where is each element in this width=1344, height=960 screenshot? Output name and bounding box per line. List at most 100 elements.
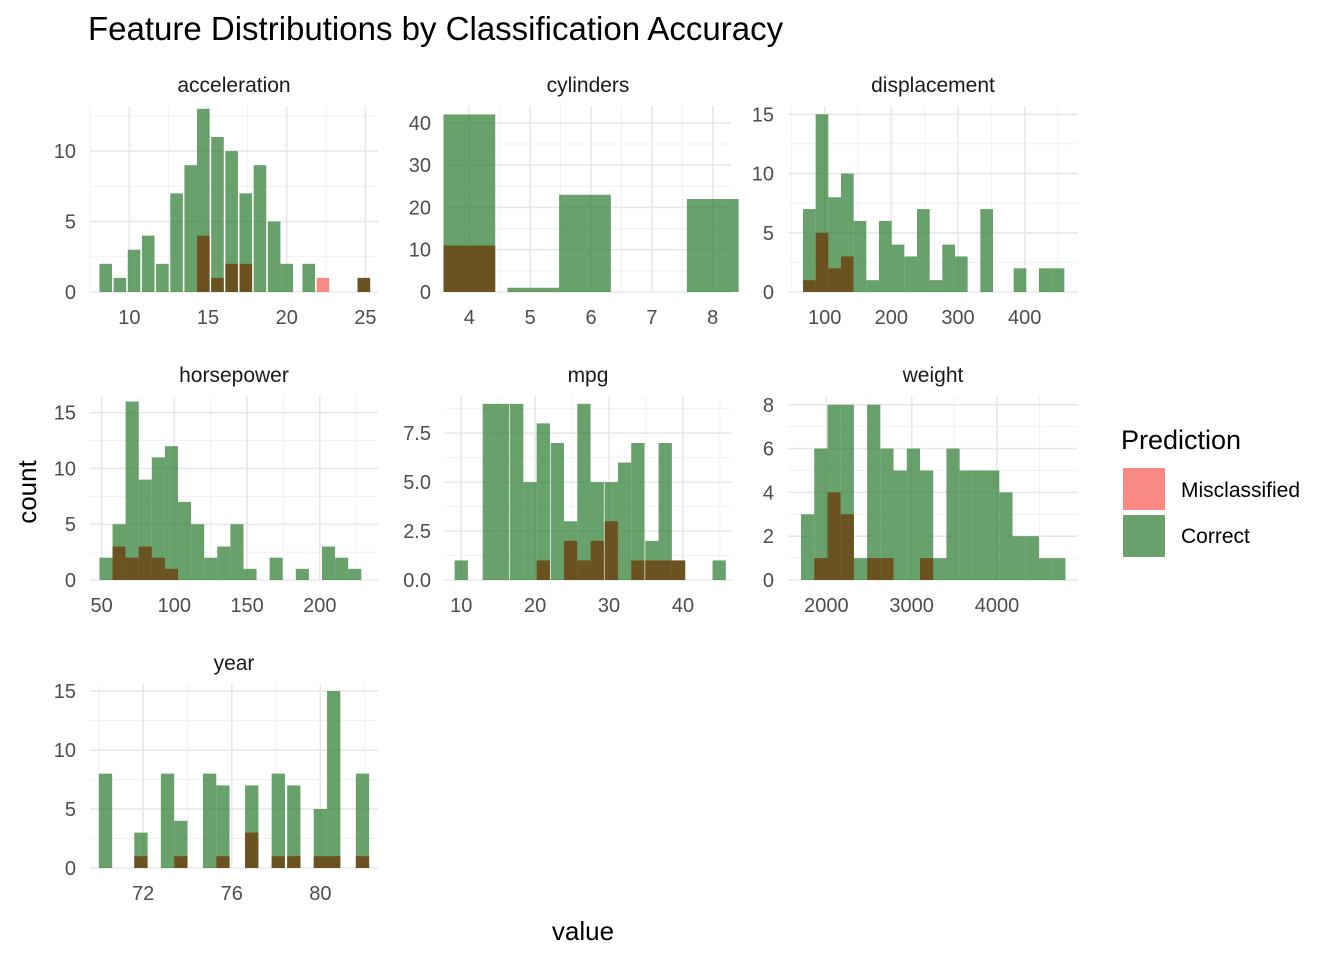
- bar-correct: [495, 403, 510, 580]
- bar-misclassified: [443, 245, 496, 292]
- bar-misclassified: [313, 856, 328, 868]
- bar-correct: [577, 403, 591, 580]
- bar-correct: [127, 249, 141, 292]
- y-tick-label: 10: [54, 740, 76, 762]
- panel-weight: weight 2000 3000 4000 0 2 4 6 8: [763, 364, 1078, 617]
- bar-misclassified: [671, 560, 686, 580]
- legend: Prediction Misclassified Correct: [1121, 425, 1300, 557]
- y-tick-label: 15: [54, 681, 76, 703]
- bar-correct: [253, 165, 267, 292]
- bar-correct: [454, 560, 468, 580]
- facet-label-weight: weight: [902, 364, 964, 387]
- bar-misclassified: [355, 856, 370, 868]
- bar-correct: [335, 557, 349, 580]
- bar-misclassified: [225, 263, 238, 292]
- bar-correct: [891, 244, 905, 292]
- y-tick-label: 4: [763, 482, 774, 504]
- bar-misclassified: [841, 256, 854, 292]
- bar-correct: [156, 263, 169, 292]
- bar-correct: [866, 280, 879, 292]
- x-tick-label: 30: [598, 595, 620, 617]
- bar-correct: [712, 560, 726, 580]
- bar-misclassified: [645, 560, 659, 580]
- bar-correct: [880, 448, 894, 580]
- bar-misclassified: [151, 557, 165, 580]
- bar-misclassified: [316, 277, 330, 292]
- x-tick-label: 40: [672, 595, 694, 617]
- bar-misclassified: [134, 856, 148, 868]
- x-tick-label: 6: [585, 307, 596, 329]
- bar-correct: [559, 194, 611, 292]
- legend-label-correct: Correct: [1181, 525, 1250, 548]
- panel-acceleration: acceleration 10 15 20 25 0 5 10: [54, 74, 378, 329]
- x-tick-label: 4000: [975, 595, 1020, 617]
- panel-mpg: mpg 10 20 30 40 0.0 2.5 5.0 7.5: [403, 364, 731, 617]
- bar-correct: [348, 568, 362, 580]
- bar-correct: [814, 448, 828, 580]
- bar-misclassified: [919, 558, 934, 580]
- bar-misclassified: [287, 856, 301, 868]
- x-tick-label: 400: [1008, 307, 1041, 329]
- x-tick-label: 150: [230, 595, 263, 617]
- x-tick-label: 5: [525, 307, 536, 329]
- bar-correct: [355, 773, 370, 868]
- y-tick-label: 6: [763, 439, 774, 461]
- y-tick-label: 8: [763, 395, 774, 417]
- y-tick-label: 5: [65, 514, 76, 536]
- y-tick-label: 40: [409, 113, 431, 135]
- y-tick-label: 5: [65, 799, 76, 821]
- x-tick-label: 10: [118, 307, 140, 329]
- bar-correct: [510, 403, 524, 580]
- bar-correct: [243, 568, 257, 580]
- x-tick-label: 4: [464, 307, 475, 329]
- bar-misclassified: [216, 856, 230, 868]
- x-tick-label: 3000: [889, 595, 934, 617]
- bar-correct: [98, 773, 113, 868]
- y-tick-label: 7.5: [403, 423, 431, 445]
- bar-misclassified: [239, 263, 253, 292]
- panel-year: year 72 76 80 0 5 10 15: [54, 652, 378, 905]
- bar-misclassified: [827, 492, 841, 580]
- facet-label-displacement: displacement: [871, 74, 995, 97]
- x-axis-title: value: [552, 916, 614, 946]
- bar-misclassified: [211, 277, 224, 292]
- bar-correct: [1039, 268, 1052, 292]
- bar-misclassified: [815, 232, 829, 292]
- y-tick-label: 0.0: [403, 570, 431, 592]
- facet-label-horsepower: horsepower: [179, 364, 289, 387]
- x-tick-label: 72: [132, 883, 154, 905]
- y-tick-label: 0: [65, 570, 76, 592]
- y-tick-label: 5: [763, 223, 774, 245]
- bar-misclassified: [197, 235, 210, 292]
- bar-correct: [267, 221, 281, 292]
- facet-label-acceleration: acceleration: [177, 74, 290, 97]
- bar-correct: [1025, 536, 1039, 580]
- bar-misclassified: [125, 557, 139, 580]
- y-tick-label: 5: [65, 212, 76, 234]
- x-tick-label: 20: [524, 595, 546, 617]
- bar-correct: [216, 785, 230, 868]
- bar-correct: [99, 263, 113, 292]
- bar-correct: [295, 568, 309, 580]
- bar-misclassified: [357, 277, 371, 292]
- bar-correct: [686, 199, 739, 292]
- y-tick-label: 10: [54, 458, 76, 480]
- y-tick-label: 0: [65, 282, 76, 304]
- bar-correct: [280, 263, 294, 292]
- bar-misclassified: [604, 521, 618, 580]
- bar-correct: [853, 558, 868, 580]
- bar-correct: [536, 423, 550, 580]
- y-tick-label: 10: [54, 141, 76, 163]
- bar-misclassified: [164, 568, 178, 580]
- bar-correct: [230, 524, 244, 580]
- bar-correct: [955, 256, 968, 292]
- bar-correct: [946, 448, 960, 580]
- y-tick-label: 30: [409, 155, 431, 177]
- bar-correct: [879, 220, 892, 292]
- legend-key-correct: [1123, 515, 1165, 557]
- bar-correct: [1013, 268, 1027, 292]
- bar-correct: [867, 404, 881, 580]
- y-tick-label: 0: [763, 282, 774, 304]
